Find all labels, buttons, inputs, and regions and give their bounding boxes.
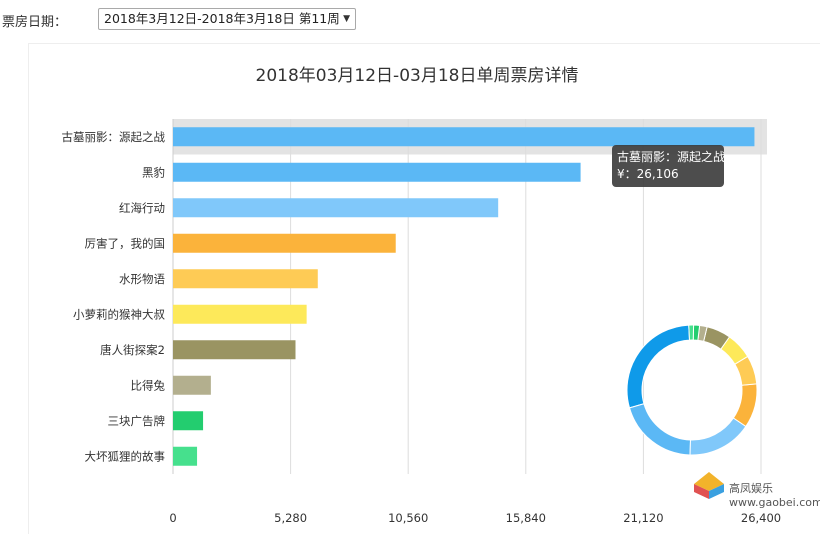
donut-slice — [626, 324, 691, 409]
bar — [173, 375, 211, 395]
watermark-url: www.gaobei.com — [729, 496, 820, 509]
category-label: 古墓丽影：源起之战 — [62, 130, 166, 144]
category-label: 唐人街探案2 — [100, 343, 165, 357]
watermark-brand: 高凤娱乐 — [729, 481, 773, 495]
watermark-mark — [694, 484, 709, 499]
tooltip: 古墓丽影：源起之战 ¥：26,106 — [612, 145, 725, 187]
bar — [173, 340, 296, 360]
bar — [173, 162, 581, 182]
bar — [173, 269, 318, 289]
date-filter-label: 票房日期： — [2, 15, 68, 30]
dropdown-caret-icon: ▼ — [343, 14, 350, 24]
donut-slice — [628, 403, 692, 456]
date-range-value: 2018年3月12日-2018年3月18日 第11周 — [104, 11, 340, 26]
filter-bar: 票房日期： 2018年3月12日-2018年3月18日 第11周 ▼ — [0, 0, 820, 40]
donut-slice — [688, 324, 695, 341]
x-tick-label: 0 — [169, 511, 176, 524]
bar — [173, 411, 204, 431]
category-label: 小萝莉的猴神大叔 — [73, 307, 165, 321]
x-tick-label: 21,120 — [623, 511, 663, 524]
donut-slice — [732, 383, 758, 428]
x-tick-label: 5,280 — [274, 511, 307, 524]
tooltip-value: ¥：26,106 — [617, 167, 679, 181]
chart-title: 2018年03月12日-03月18日单周票房详情 — [256, 66, 579, 86]
bar — [173, 233, 396, 253]
category-label: 比得兔 — [131, 378, 166, 392]
category-label: 厉害了，我的国 — [85, 236, 166, 250]
bar — [173, 198, 499, 218]
donut-slice — [689, 417, 747, 456]
category-label: 大坏狐狸的故事 — [85, 449, 166, 463]
bar — [173, 446, 198, 466]
category-label: 水形物语 — [119, 272, 165, 286]
chart-panel: 2018年03月12日-03月18日单周票房详情古墓丽影：源起之战黑豹红海行动厉… — [28, 43, 820, 534]
box-office-chart: 2018年03月12日-03月18日单周票房详情古墓丽影：源起之战黑豹红海行动厉… — [62, 66, 820, 524]
category-label: 红海行动 — [119, 201, 165, 215]
tooltip-name: 古墓丽影：源起之战 — [617, 149, 725, 164]
x-tick-label: 26,400 — [741, 511, 781, 524]
category-label: 三块广告牌 — [108, 414, 166, 428]
x-tick-label: 15,840 — [506, 511, 546, 524]
date-range-select[interactable]: 2018年3月12日-2018年3月18日 第11周 ▼ — [98, 8, 356, 30]
tooltip-box — [612, 145, 724, 187]
watermark-mark — [694, 472, 724, 491]
bar — [173, 304, 307, 324]
bar — [173, 127, 755, 147]
x-tick-label: 10,560 — [388, 511, 428, 524]
category-label: 黑豹 — [142, 165, 165, 179]
watermark-mark — [709, 484, 724, 499]
